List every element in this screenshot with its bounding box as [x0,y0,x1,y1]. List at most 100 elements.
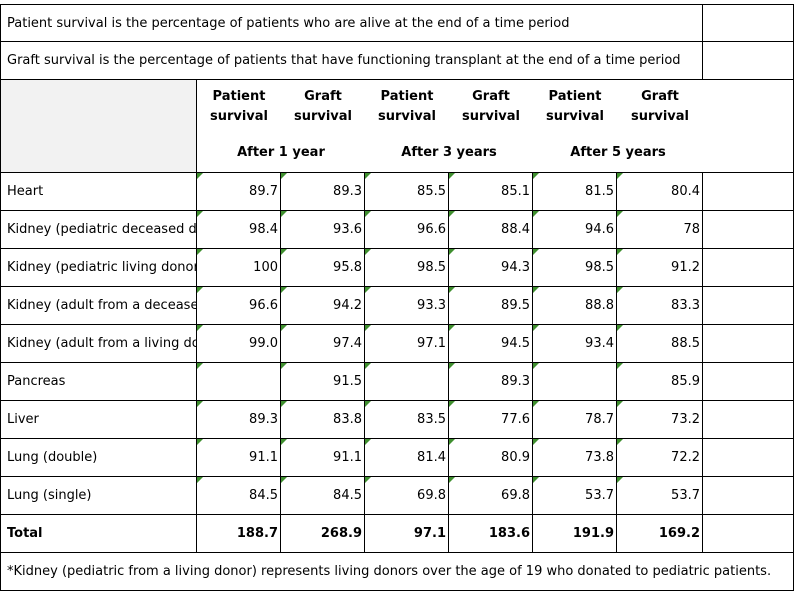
survival-value[interactable]: 83.8 [281,401,365,439]
header-patient-survival-1[interactable]: Patient survival [197,80,281,133]
survival-value[interactable]: 89.3 [281,173,365,211]
survival-value[interactable] [365,363,449,401]
survival-value[interactable]: 100 [197,249,281,287]
empty-cell[interactable] [703,249,794,287]
period-header-1[interactable]: After 1 year [197,133,365,173]
survival-value[interactable]: 93.3 [365,287,449,325]
survival-value[interactable]: 77.6 [449,401,533,439]
footnote[interactable]: *Kidney (pediatric from a living donor) … [0,552,794,591]
total-value[interactable]: 97.1 [365,515,449,553]
total-value[interactable]: 188.7 [197,515,281,553]
survival-value[interactable]: 78.7 [533,401,617,439]
header-patient-word: Patient [380,88,434,104]
survival-value[interactable]: 94.3 [449,249,533,287]
survival-value[interactable]: 91.5 [281,363,365,401]
total-value[interactable]: 268.9 [281,515,365,553]
empty-cell[interactable] [703,173,794,211]
survival-value[interactable]: 98.5 [365,249,449,287]
row-label[interactable]: Kidney (adult from a living donor) [0,325,197,363]
survival-value[interactable]: 98.4 [197,211,281,249]
period-header-2[interactable]: After 3 years [365,133,533,173]
survival-value[interactable]: 89.5 [449,287,533,325]
survival-value[interactable]: 84.5 [281,477,365,515]
survival-value[interactable]: 97.4 [281,325,365,363]
survival-value[interactable]: 88.8 [533,287,617,325]
survival-value[interactable]: 89.3 [449,363,533,401]
row-label[interactable]: Lung (single) [0,477,197,515]
survival-value[interactable]: 85.9 [617,363,703,401]
survival-value[interactable]: 88.5 [617,325,703,363]
total-label[interactable]: Total [0,515,197,553]
survival-value[interactable]: 93.4 [533,325,617,363]
period-header-3[interactable]: After 5 years [533,133,703,173]
empty-cell[interactable] [703,4,794,42]
survival-value[interactable]: 96.6 [365,211,449,249]
survival-value[interactable]: 91.2 [617,249,703,287]
header-graft-survival-1[interactable]: Graft survival [281,80,365,133]
survival-value[interactable]: 91.1 [281,439,365,477]
survival-value[interactable]: 89.3 [197,401,281,439]
total-value[interactable]: 191.9 [533,515,617,553]
survival-value[interactable]: 95.8 [281,249,365,287]
total-value[interactable]: 169.2 [617,515,703,553]
number-as-text-indicator-icon [617,325,623,331]
row-label[interactable]: Liver [0,401,197,439]
survival-value[interactable]: 85.1 [449,173,533,211]
empty-cell[interactable] [703,477,794,515]
empty-cell[interactable] [703,287,794,325]
row-label[interactable]: Lung (double) [0,439,197,477]
survival-value[interactable]: 91.1 [197,439,281,477]
survival-value[interactable]: 83.3 [617,287,703,325]
survival-value[interactable]: 98.5 [533,249,617,287]
survival-value[interactable]: 89.7 [197,173,281,211]
total-value[interactable]: 183.6 [449,515,533,553]
empty-cell[interactable] [703,439,794,477]
survival-value[interactable]: 69.8 [449,477,533,515]
header-graft-word: Graft [304,88,342,104]
row-label[interactable]: Kidney (pediatric living donor)* [0,249,197,287]
header-patient-survival-2[interactable]: Patient survival [365,80,449,133]
survival-value[interactable] [533,363,617,401]
survival-value[interactable]: 96.6 [197,287,281,325]
number-as-text-indicator-icon [197,287,203,293]
row-label[interactable]: Pancreas [0,363,197,401]
empty-cell[interactable] [703,80,794,173]
survival-value[interactable]: 85.5 [365,173,449,211]
survival-value[interactable]: 81.5 [533,173,617,211]
survival-value[interactable]: 78 [617,211,703,249]
row-label[interactable]: Heart [0,173,197,211]
survival-value[interactable]: 69.8 [365,477,449,515]
row-label[interactable]: Kidney (pediatric deceased donor) [0,211,197,249]
survival-value[interactable]: 83.5 [365,401,449,439]
empty-cell[interactable] [703,211,794,249]
survival-value[interactable]: 94.2 [281,287,365,325]
note-patient-survival[interactable]: Patient survival is the percentage of pa… [0,4,703,42]
survival-value[interactable]: 84.5 [197,477,281,515]
survival-value[interactable]: 80.9 [449,439,533,477]
survival-value[interactable] [197,363,281,401]
note-graft-survival[interactable]: Graft survival is the percentage of pati… [0,42,703,80]
survival-value[interactable]: 81.4 [365,439,449,477]
survival-value[interactable]: 93.6 [281,211,365,249]
empty-cell[interactable] [703,363,794,401]
header-graft-survival-2[interactable]: Graft survival [449,80,533,133]
empty-cell[interactable] [703,401,794,439]
header-graft-survival-3[interactable]: Graft survival [617,80,703,133]
survival-value[interactable]: 72.2 [617,439,703,477]
survival-value[interactable]: 88.4 [449,211,533,249]
survival-value[interactable]: 53.7 [533,477,617,515]
survival-value[interactable]: 94.6 [533,211,617,249]
survival-value[interactable]: 80.4 [617,173,703,211]
survival-value[interactable]: 73.8 [533,439,617,477]
empty-cell[interactable] [703,42,794,80]
row-label[interactable]: Kidney (adult from a deceased donor) [0,287,197,325]
survival-value[interactable]: 99.0 [197,325,281,363]
survival-value[interactable]: 73.2 [617,401,703,439]
header-patient-survival-3[interactable]: Patient survival [533,80,617,133]
header-corner-cell[interactable] [0,80,197,173]
survival-value[interactable]: 97.1 [365,325,449,363]
empty-cell[interactable] [703,325,794,363]
survival-value[interactable]: 53.7 [617,477,703,515]
empty-cell[interactable] [703,515,794,553]
survival-value[interactable]: 94.5 [449,325,533,363]
